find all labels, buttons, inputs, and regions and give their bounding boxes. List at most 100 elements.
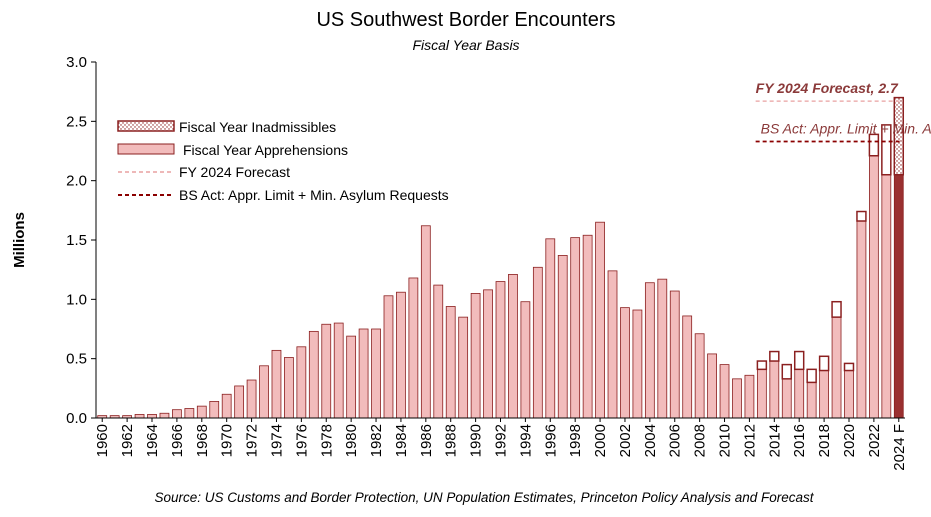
inadmissible-bar [856,210,867,222]
x-tick-label: 2018 [816,424,833,457]
x-tick-label: 2016 [791,424,808,457]
apprehension-bar [819,370,829,419]
x-tick-label: 2008 [692,424,709,457]
apprehension-bar [607,270,618,419]
y-tick-label: 0.5 [66,351,87,368]
apprehension-bar [172,409,182,419]
apprehension-bar [806,381,817,419]
apprehension-bar [893,174,904,419]
apprehension-bar [209,400,220,419]
x-tick-label: 2020 [841,424,858,457]
apprehension-bar [371,328,381,419]
apprehension-bar [694,333,705,419]
x-tick-label: 2004 [642,424,659,457]
apprehension-bar [259,365,269,419]
apprehension-bar [732,378,742,419]
apprehension-bar [495,281,506,419]
apprehension-bar [545,238,556,419]
x-tick-label: 2002 [617,424,634,457]
apprehension-bar [221,393,232,419]
y-tick-label: 2.0 [66,173,87,190]
apprehension-bar [881,174,892,419]
y-tick-label: 1.5 [66,232,87,249]
apprehension-bar [271,349,282,419]
apprehension-bar [284,357,294,419]
apprehension-bar [433,284,444,419]
y-tick-label: 0.0 [66,410,87,427]
apprehension-bar [657,278,668,419]
legend: Fiscal Year Inadmissibles Fiscal Year Ap… [117,119,449,203]
x-tick-label: 1994 [517,424,534,457]
x-tick-label: 1968 [194,424,211,457]
apprehension-bar [644,282,655,419]
y-tick-label: 1.0 [66,291,87,308]
x-tick-label: 1972 [244,424,261,457]
apprehension-bar [196,405,207,419]
inadmissible-bar [781,363,792,380]
x-tick-label: 1984 [393,424,410,457]
apprehension-bar [184,408,195,419]
apprehension-bar [744,374,755,419]
legend-label-bs-act: BS Act: Appr. Limit + Min. Asylum Reques… [179,187,449,203]
apprehension-bar [669,290,680,419]
x-tick-label: 2012 [741,424,758,457]
x-tick-label: 1990 [468,424,485,457]
inadmissible-bar [831,300,842,318]
source-note: Source: US Customs and Border Protection… [154,490,814,505]
apprehension-bar [756,368,767,419]
inadmissible-bar [793,350,805,371]
apprehension-bar [707,353,717,419]
x-tick-label: 2010 [717,424,734,457]
apprehension-bar [632,309,643,419]
apprehension-bar [346,335,357,419]
reference-line-label: BS Act: Appr. Limit + Min. Asylum Reques… [761,121,931,137]
apprehension-bar [595,221,605,419]
apprehension-bar [358,328,369,419]
apprehension-bar [794,368,805,419]
x-tick-label: 2000 [592,424,609,457]
x-tick-label: 1970 [219,424,236,457]
apprehension-bar [831,316,842,419]
x-tick-label: 1988 [443,424,460,457]
legend-label-apprehensions: Fiscal Year Apprehensions [183,142,348,158]
apprehension-bar [557,255,568,419]
inadmissible-bar [756,360,768,371]
x-tick-label: 1980 [343,424,360,457]
apprehension-bar [246,379,257,419]
x-tick-label: 1964 [144,424,161,457]
apprehension-bar [420,225,431,419]
y-tick-label: 3.0 [66,54,87,71]
apprehension-bar [383,295,394,419]
x-tick-label: 1992 [493,424,510,457]
legend-label-forecast: FY 2024 Forecast [179,164,290,180]
x-tick-label: 2024 F [891,424,908,471]
x-tick-label: 2006 [667,424,684,457]
apprehension-bar [234,385,245,419]
reference-line-label: FY 2024 Forecast, 2.7 [756,80,899,96]
x-axis-ticks: 1960 1962 1964 1966 1968 1970 1972 1974 1976 1978… [94,418,908,471]
apprehension-bar [582,234,593,419]
apprehension-bar [520,301,531,419]
bars [97,96,905,419]
x-tick-label: 1998 [567,424,584,457]
apprehension-bar [396,291,406,419]
inadmissible-bar [868,133,880,157]
apprehension-bar [483,289,493,419]
apprehension-bar [408,277,419,419]
apprehension-bar [869,155,879,419]
apprehension-bar [321,323,332,419]
apprehension-bar [570,237,581,419]
x-tick-label: 1996 [542,424,559,457]
apprehension-bar [769,360,780,419]
apprehension-bar [508,274,518,419]
legend-swatch-inadmissibles [117,120,175,132]
inadmissible-bar [843,362,855,372]
x-tick-label: 1974 [268,424,285,457]
apprehension-bar [844,370,854,419]
legend-label-inadmissibles: Fiscal Year Inadmissibles [179,119,336,135]
apprehension-bar [682,315,693,419]
apprehension-bar [308,330,319,419]
apprehension-bar [719,364,730,419]
x-tick-label: 1960 [94,424,111,457]
y-axis-label: Millions [11,212,28,268]
